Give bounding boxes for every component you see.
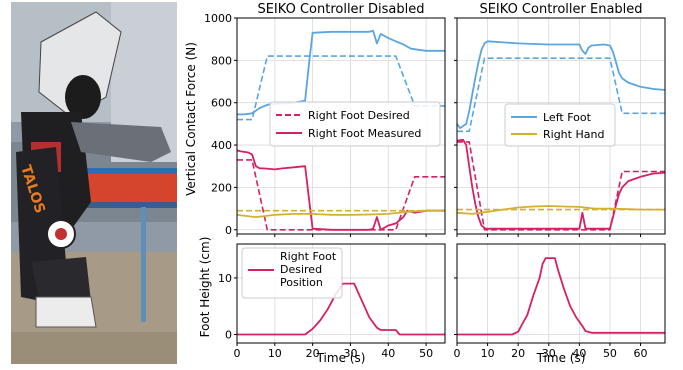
legend-label-line: Right Foot xyxy=(280,250,337,263)
y-tick-label: 800 xyxy=(211,54,232,67)
y-tick-label: 1000 xyxy=(204,12,232,25)
series-left-foot xyxy=(456,40,666,130)
series-left-foot-desired-dashed xyxy=(237,55,445,121)
legend-label: Left Foot xyxy=(543,111,592,124)
series-left-foot-measured xyxy=(237,29,445,116)
y-tick-label: 0 xyxy=(225,224,232,237)
chart-panel-3: 0 10 20 30 40 50 60 Time (s) xyxy=(454,243,666,365)
chart-panel-1: SEIKO Controller Enabled xyxy=(454,2,666,237)
legend-box xyxy=(241,247,343,299)
robot-photo: TALOS xyxy=(11,2,177,364)
x-tick-label: 50 xyxy=(419,347,433,360)
legend-label-line: Desired xyxy=(280,263,322,276)
y-tick-label: 600 xyxy=(211,97,232,110)
series-right-foot-desired-position xyxy=(457,257,665,336)
legend-box xyxy=(269,101,441,147)
y-tick-label: 10 xyxy=(218,272,232,285)
x-tick-label: 10 xyxy=(268,347,282,360)
x-tick-label: 10 xyxy=(481,347,495,360)
legend-label: Right Hand xyxy=(543,128,604,141)
y-tick-label: 200 xyxy=(211,181,232,194)
plot-frame xyxy=(236,243,446,344)
x-tick-label: 0 xyxy=(454,347,461,360)
series-right-foot-desired-dashed xyxy=(457,141,665,231)
x-tick-label: 40 xyxy=(572,347,586,360)
x-tick-label: 60 xyxy=(634,347,648,360)
x-tick-label: 0 xyxy=(234,347,241,360)
y-tick-label: 400 xyxy=(211,139,232,152)
y-axis-label-height: Foot Height (cm) xyxy=(198,237,212,338)
x-tick-label: 30 xyxy=(343,347,357,360)
x-tick-label: 40 xyxy=(381,347,395,360)
series-right-hand-measured xyxy=(236,209,446,219)
chart-title: SEIKO Controller Enabled xyxy=(479,2,642,17)
y-axis-label-force: Vertical Contact Force (N) xyxy=(184,42,198,196)
series-right-foot-measured xyxy=(236,149,445,231)
chart-panel-0: 0 200 400 600 800 1000 SEIKO Controller Disabl… xyxy=(204,2,446,237)
plot-frame xyxy=(456,243,666,344)
x-tick-label: 30 xyxy=(542,347,556,360)
plot-frame xyxy=(456,17,666,235)
plot-frame xyxy=(236,17,446,235)
series-right-foot-desired-dashed xyxy=(237,159,445,231)
legend-label: Right Foot Measured xyxy=(308,127,421,140)
y-tick-label: 0 xyxy=(225,329,232,342)
legend-label-line: Position xyxy=(280,276,323,289)
x-tick-label: 20 xyxy=(511,347,525,360)
legend-label: Right Foot Desired xyxy=(308,109,410,122)
legend-label: Right Foot Desired Position xyxy=(280,250,337,289)
chart-title: SEIKO Controller Disabled xyxy=(257,2,424,17)
series-right-foot-desired-position xyxy=(237,282,445,336)
x-tick-label: 20 xyxy=(306,347,320,360)
x-axis-label: Time (s) xyxy=(536,351,586,365)
x-tick-label: 50 xyxy=(603,347,617,360)
x-axis-label: Time (s) xyxy=(316,351,366,365)
series-right-foot-measured xyxy=(456,138,666,230)
series-right-hand xyxy=(456,205,665,215)
legend-box xyxy=(504,103,616,147)
